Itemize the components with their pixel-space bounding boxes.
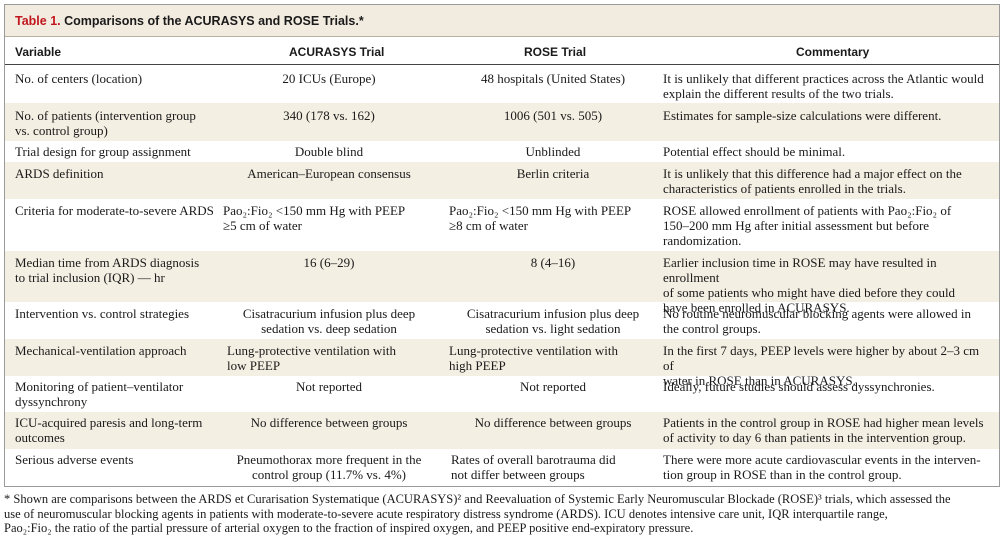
row-rose: Lung-protective ventilation with high PE… <box>449 343 618 373</box>
table-title-text: Comparisons of the ACURASYS and ROSE Tri… <box>60 14 364 28</box>
row-acurasys: Lung-protective ventilation with low PEE… <box>227 343 396 373</box>
row-acurasys: No difference between groups <box>250 415 408 430</box>
row-rose: Cisatracurium infusion plus deep sedatio… <box>466 306 640 336</box>
table-row: ICU-acquired paresis and long-term outco… <box>5 412 999 449</box>
row-commentary: It is unlikely that different practices … <box>663 71 984 101</box>
row-rose: Unblinded <box>525 144 581 159</box>
table-number: Table 1. <box>15 14 61 28</box>
header-commentary: Commentary <box>796 45 870 59</box>
row-variable: Monitoring of patient–ventilator dyssync… <box>15 379 184 409</box>
row-acurasys: Cisatracurium infusion plus deep sedatio… <box>242 306 416 336</box>
row-commentary: Patients in the control group in ROSE ha… <box>663 415 984 445</box>
row-acurasys: American–European consensus <box>247 166 411 181</box>
row-rose: Rates of overall barotrauma did not diff… <box>451 452 616 482</box>
row-variable: Serious adverse events <box>15 452 134 467</box>
table-row: No. of patients (intervention group vs. … <box>5 103 999 141</box>
row-commentary: ROSE allowed enrollment of patients with… <box>663 203 952 248</box>
row-rose: 48 hospitals (United States) <box>480 71 626 86</box>
table-row: Criteria for moderate-to-severe ARDS Pao… <box>5 199 999 251</box>
row-commentary: No routine neuromuscular blocking agents… <box>663 306 971 336</box>
row-commentary: There were more acute cardiovascular eve… <box>663 452 981 482</box>
row-variable: ARDS definition <box>15 166 104 181</box>
row-acurasys: Double blind <box>294 144 364 159</box>
row-commentary: Earlier inclusion time in ROSE may have … <box>663 255 956 315</box>
table-row: Monitoring of patient–ventilator dyssync… <box>5 376 999 412</box>
row-variable: Median time from ARDS diagnosis to trial… <box>15 255 200 285</box>
row-variable: Intervention vs. control strategies <box>15 306 190 321</box>
table-row: ARDS definition American–European consen… <box>5 162 999 199</box>
table-row: No. of centers (location) 20 ICUs (Europ… <box>5 65 999 103</box>
row-acurasys: Pao₂:Fio₂ <150 mm Hg with PEEP ≥5 cm of … <box>223 203 406 233</box>
header-acurasys: ACURASYS Trial <box>289 45 385 59</box>
row-rose: No difference between groups <box>474 415 632 430</box>
row-commentary: Estimates for sample-size calculations w… <box>663 108 942 123</box>
row-rose: Pao₂:Fio₂ <150 mm Hg with PEEP ≥8 cm of … <box>449 203 632 233</box>
row-variable: Mechanical-ventilation approach <box>15 343 187 358</box>
row-rose: Not reported <box>519 379 587 394</box>
row-acurasys: 340 (178 vs. 162) <box>283 108 375 123</box>
row-acurasys: Pneumothorax more frequent in the contro… <box>236 452 422 482</box>
row-commentary: It is unlikely that this difference had … <box>663 166 962 196</box>
row-variable: No. of centers (location) <box>15 71 143 86</box>
row-variable: ICU-acquired paresis and long-term outco… <box>15 415 203 445</box>
table-row: Trial design for group assignment Double… <box>5 141 999 162</box>
table-frame: Table 1. Comparisons of the ACURASYS and… <box>4 4 1000 487</box>
table-header-row: Variable ACURASYS Trial ROSE Trial Comme… <box>5 37 999 65</box>
row-commentary: Potential effect should be minimal. <box>663 144 846 159</box>
row-commentary: In the first 7 days, PEEP levels were hi… <box>663 343 980 388</box>
table-row: Median time from ARDS diagnosis to trial… <box>5 251 999 315</box>
row-rose: 8 (4–16) <box>530 255 576 270</box>
row-acurasys: 20 ICUs (Europe) <box>282 71 376 86</box>
row-commentary: Ideally, future studies should assess dy… <box>663 379 935 394</box>
table-footnote: * Shown are comparisons between the ARDS… <box>4 492 951 535</box>
table-row: Mechanical-ventilation approach Lung-pro… <box>5 339 999 388</box>
table-title: Table 1. Comparisons of the ACURASYS and… <box>15 14 364 28</box>
header-rose: ROSE Trial <box>524 45 587 59</box>
header-variable: Variable <box>15 45 62 59</box>
table-row: Serious adverse events Pneumothorax more… <box>5 449 999 486</box>
table-row: Intervention vs. control strategies Cisa… <box>5 302 999 339</box>
row-rose: Berlin criteria <box>516 166 590 181</box>
row-rose: 1006 (501 vs. 505) <box>503 108 603 123</box>
table-title-bar: Table 1. Comparisons of the ACURASYS and… <box>5 5 999 37</box>
row-variable: Trial design for group assignment <box>15 144 191 159</box>
row-acurasys: 16 (6–29) <box>303 255 355 270</box>
row-variable: Criteria for moderate-to-severe ARDS <box>15 203 214 218</box>
row-acurasys: Not reported <box>295 379 363 394</box>
row-variable: No. of patients (intervention group vs. … <box>15 108 196 138</box>
